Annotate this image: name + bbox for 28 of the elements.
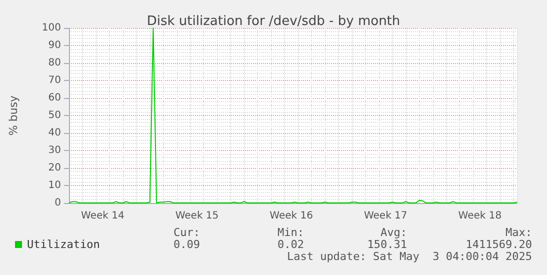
y-tick-label: 70 — [48, 75, 61, 86]
chart-title: Disk utilization for /dev/sdb - by month — [146, 14, 400, 29]
y-tick-label: 90 — [48, 40, 61, 51]
text: 0.09 — [174, 238, 200, 251]
legend-label: Utilization — [27, 238, 100, 251]
y-tick-label: 30 — [48, 145, 61, 156]
y-tick-label: 40 — [48, 128, 61, 138]
x-tick-label: Week 14 — [81, 210, 124, 222]
y-tick-label: 10 — [48, 180, 61, 191]
text: Last update: Sat May 3 04:00:04 2025 — [286, 250, 532, 263]
y-tick-label: 60 — [48, 92, 61, 104]
y-tick-label: 80 — [48, 58, 61, 68]
x-tick-label: Week 18 — [458, 210, 502, 222]
text: Cur: — [174, 226, 200, 239]
y-tick-label: 20 — [48, 162, 61, 174]
x-tick-label: Week 17 — [364, 210, 408, 222]
y-axis-title: % busy — [7, 94, 20, 136]
text: Avg: — [380, 226, 407, 239]
y-tick-label: 0 — [54, 198, 61, 208]
text: 0.02 — [278, 238, 304, 251]
text: Max: — [506, 226, 532, 239]
text: 1411569.20 — [466, 238, 532, 251]
y-tick-label: 100 — [42, 22, 61, 34]
text: Min: — [278, 226, 304, 239]
y-tick-label: 50 — [48, 110, 61, 121]
x-tick-label: Week 15 — [175, 210, 219, 222]
x-tick-label: Week 16 — [270, 210, 313, 222]
text: 150.31 — [367, 238, 407, 251]
